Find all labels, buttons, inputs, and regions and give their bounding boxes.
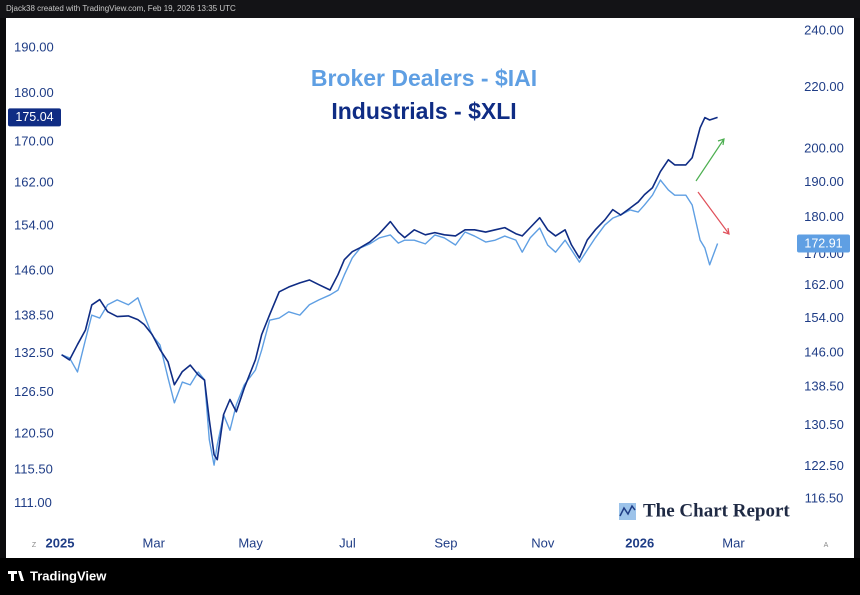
x-tick-label: Nov [531, 535, 555, 550]
y2-tick-label: 154.00 [804, 310, 844, 325]
series-line [61, 116, 718, 461]
x-tick-label: May [238, 535, 263, 550]
price-label: 175.04 [15, 110, 53, 124]
price-box [797, 234, 850, 253]
y2-tick-label: 146.00 [804, 344, 844, 359]
y2-tick-label: 180.00 [804, 209, 844, 224]
top-bar [0, 0, 860, 18]
y2-tick-label: 130.50 [804, 417, 844, 432]
price-box [8, 108, 61, 127]
chart-background [6, 18, 854, 558]
auto-scale-button[interactable]: A [824, 542, 829, 549]
x-tick-label: 2025 [46, 535, 75, 550]
y2-tick-label: 190.00 [804, 174, 844, 189]
y-tick-label: 190.00 [14, 39, 54, 54]
y-tick-label: 126.50 [14, 384, 54, 399]
y-tick-label: 170.00 [14, 134, 54, 149]
footer-logo: TradingView [8, 568, 107, 583]
arrows [695, 138, 730, 235]
y2-tick-label: 240.00 [804, 23, 844, 38]
bottom-bar [0, 558, 860, 595]
down-arrow [697, 191, 730, 235]
watermark-icon-line [619, 504, 636, 517]
watermark: The Chart Report [619, 500, 790, 521]
x-tick-label: Jul [339, 535, 356, 550]
watermark-text: The Chart Report [643, 500, 790, 521]
y-tick-label: 154.00 [14, 217, 54, 232]
x-tick-label: Mar [722, 535, 745, 550]
x-tick-label: 2026 [625, 535, 654, 550]
up-arrow-head [717, 138, 725, 146]
up-arrow [695, 138, 725, 182]
footer-text: TradingView [30, 568, 107, 583]
y2-tick-label: 220.00 [804, 79, 844, 94]
x-tick-label: Sep [434, 535, 457, 550]
legend-entry: Industrials - $XLI [331, 98, 516, 124]
plot-area [61, 116, 719, 466]
zoom-button[interactable]: Z [32, 542, 37, 549]
y-tick-label: 138.50 [14, 307, 54, 322]
down-arrow-head [722, 227, 730, 235]
y2-tick-label: 116.50 [805, 491, 844, 506]
price-label: 172.91 [804, 236, 842, 250]
y2-tick-label: 122.50 [804, 458, 844, 473]
y2-tick-label: 200.00 [804, 141, 844, 156]
logo-icon [8, 571, 24, 581]
y-tick-label: 115.50 [14, 461, 53, 476]
series-line [61, 179, 719, 466]
y-tick-label: 120.50 [14, 425, 54, 440]
y-tick-label: 146.00 [14, 263, 54, 278]
y-tick-label: 111.00 [14, 495, 52, 510]
y-tick-label: 162.00 [14, 174, 54, 189]
header-text: Djack38 created with TradingView.com, Fe… [6, 4, 236, 13]
x-tick-label: Mar [143, 535, 166, 550]
y-tick-label: 132.50 [14, 345, 54, 360]
legend-entry: Broker Dealers - $IAI [311, 65, 537, 91]
y2-tick-label: 138.50 [804, 379, 844, 394]
y2-tick-label: 162.00 [804, 277, 844, 292]
y-tick-label: 180.00 [14, 85, 54, 100]
